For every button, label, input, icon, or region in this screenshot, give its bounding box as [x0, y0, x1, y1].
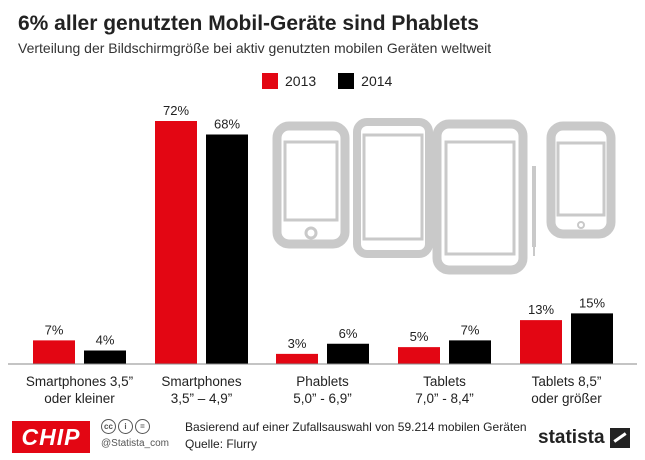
data-label-2014-cat3: 7%	[461, 322, 480, 337]
labels-group: 7% 4% Smartphones 3,5” oder kleiner 72% 68% Sm…	[26, 103, 606, 406]
bar-chart: 7% 4% Smartphones 3,5” oder kleiner 72% 68% Sm…	[8, 103, 637, 406]
data-label-2013-cat1: 72%	[163, 103, 189, 118]
statista-logo: statista	[538, 427, 630, 449]
data-label-2013-cat0: 7%	[45, 322, 64, 337]
statista-mark-icon	[609, 428, 630, 448]
category-label-4-line1: oder größer	[531, 391, 602, 406]
data-label-2014-cat0: 4%	[96, 333, 115, 348]
category-label-0-line0: Smartphones 3,5”	[26, 374, 133, 389]
data-label-2014-cat4: 15%	[579, 295, 605, 310]
bar-2013-cat0	[33, 340, 75, 364]
legend: 2013 2014	[262, 73, 392, 89]
data-label-2014-cat2: 6%	[339, 326, 358, 341]
category-label-2-line1: 5,0” - 6,9”	[293, 391, 352, 406]
data-label-2013-cat4: 13%	[528, 302, 554, 317]
bars-group	[33, 121, 613, 364]
legend-label-2013: 2013	[285, 73, 317, 89]
category-label-0-line1: oder kleiner	[44, 391, 115, 406]
category-label-1-line0: Smartphones	[161, 374, 242, 389]
category-label-3-line1: 7,0” - 8,4”	[415, 391, 474, 406]
bar-2014-cat2	[327, 343, 369, 364]
legend-label-2014: 2014	[361, 73, 393, 89]
no-derivatives-icon: =	[135, 419, 150, 434]
category-label-4-line0: Tablets 8,5”	[532, 374, 602, 389]
phone-icon	[272, 121, 350, 249]
bar-2013-cat3	[398, 347, 440, 364]
statista-logo-text: statista	[538, 427, 605, 448]
source-note: Basierend auf einer Zufallsauswahl von 5…	[185, 420, 527, 434]
legend-swatch-2013	[262, 73, 278, 89]
bar-2014-cat0	[84, 350, 126, 364]
tablet-phone-icon	[546, 121, 616, 239]
data-label-2014-cat1: 68%	[214, 117, 240, 132]
attribution-icon: i	[118, 419, 133, 434]
chip-logo: CHIP	[12, 421, 90, 453]
bar-2014-cat1	[206, 134, 248, 364]
source-line: Quelle: Flurry	[185, 437, 258, 451]
chart-title: 6% aller genutzten Mobil-Geräte sind Pha…	[18, 12, 479, 35]
device-illustrations	[272, 118, 616, 275]
bar-2013-cat1	[155, 121, 197, 364]
license-icons: cc i =	[101, 419, 150, 434]
cc-license-icon: cc	[101, 419, 116, 434]
bar-2014-cat3	[449, 340, 491, 364]
data-label-2013-cat3: 5%	[410, 329, 429, 344]
statista-handle: @Statista_com	[101, 438, 169, 449]
category-label-1-line1: 3,5” – 4,9”	[171, 391, 233, 406]
category-label-2-line0: Phablets	[296, 374, 349, 389]
bar-2013-cat2	[276, 353, 318, 364]
legend-item-2014: 2014	[338, 73, 392, 89]
legend-item-2013: 2013	[262, 73, 316, 89]
data-label-2013-cat2: 3%	[288, 336, 307, 351]
bar-2014-cat4	[571, 313, 613, 364]
phablet-icon	[432, 119, 528, 275]
bar-2013-cat4	[520, 320, 562, 364]
category-label-3-line0: Tablets	[423, 374, 466, 389]
legend-swatch-2014	[338, 73, 355, 89]
smartphone-icon	[353, 118, 433, 258]
chart-subtitle: Verteilung der Bildschirmgröße bei aktiv…	[18, 40, 492, 56]
